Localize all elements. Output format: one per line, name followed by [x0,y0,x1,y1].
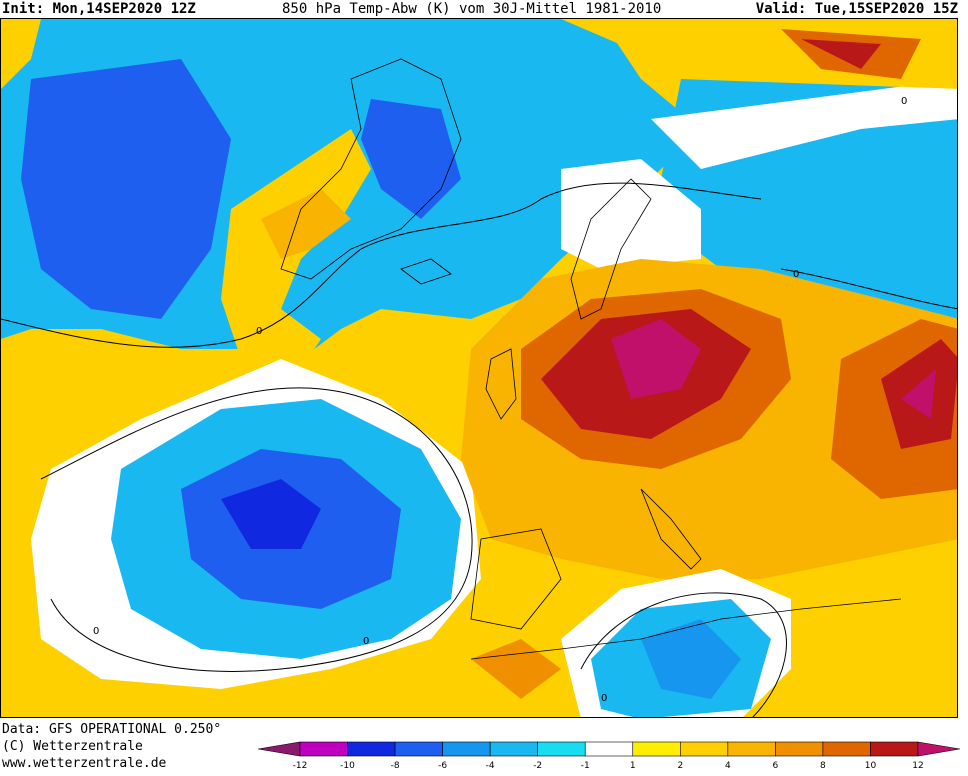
legend-bin [258,741,301,757]
map-title: 850 hPa Temp-Abw (K) vom 30J-Mittel 1981… [282,1,662,17]
legend-tick-label: 8 [820,761,826,771]
coastlines [280,58,902,660]
legend-tick-label: 2 [677,761,683,771]
iberia-coast [470,528,562,630]
legend-tick-label: 12 [912,761,923,771]
legend-tick-label: -2 [533,761,542,771]
africa-coast [470,598,902,660]
britain-coast [485,348,517,420]
atlantic-deep-cold-core [221,479,321,549]
legend-canvas: -12 -10 -8 -6 -4 -2 -1 1 2 4 6 8 10 12 [258,741,960,771]
greenland-coast [280,58,462,280]
zero-contour-atlantic [40,387,473,672]
legend-bin [727,741,776,757]
legend-bin [489,741,538,757]
legend-tick-label: -12 [293,761,308,771]
init-time-label: Init: Mon,14SEP2020 12Z [2,1,196,17]
legend-tick-label: -6 [438,761,447,771]
iceland-coast [400,258,452,285]
valid-time-label: Valid: Tue,15SEP2020 15Z [755,1,958,17]
legend-tick-label: 6 [773,761,779,771]
contour-label: 0 [793,269,799,280]
legend-bin [870,741,919,757]
italy-coast [640,488,702,570]
map-canvas: 0 0 0 0 0 0 [1,19,957,717]
legend-tick-label: -10 [340,761,355,771]
map-header: Init: Mon,14SEP2020 12Z 850 hPa Temp-Abw… [0,0,968,18]
website-label: www.wetterzentrale.de [2,756,167,771]
northeast-very-hot-spot [801,39,881,69]
labrador-hot-spot [261,189,351,259]
legend-tick-label: 1 [630,761,636,771]
temperature-anomaly-map: 0 0 0 0 0 0 [0,18,958,718]
copyright-label: (C) Wetterzentrale [2,739,143,754]
legend-tick-label: -1 [581,761,590,771]
contour-label: 0 [601,693,607,704]
legend-bin [632,741,681,757]
contour-label: 0 [901,96,907,107]
color-legend: -12 -10 -8 -6 -4 -2 -1 1 2 4 6 8 10 12 [258,740,960,776]
contour-label: 0 [93,626,99,637]
legend-bin [917,741,960,757]
legend-bin [537,741,586,757]
legend-tick-label: 10 [865,761,877,771]
zero-contour-mediterranean [580,592,787,717]
canada-cold-core [21,59,231,319]
zero-contour-east [780,268,957,310]
mediterranean-cold-core [641,619,741,699]
europe-extreme-core [611,319,701,399]
legend-tick-label: -4 [486,761,495,771]
legend-bin [394,741,443,757]
legend-tick-label: -8 [391,761,400,771]
legend-bin [299,741,348,757]
east-extreme-core [901,369,936,419]
map-footer: Data: GFS OPERATIONAL 0.250° (C) Wetterz… [0,720,968,776]
legend-bin [680,741,729,757]
zero-contours [1,182,957,717]
greenland-cold-core [361,99,461,219]
contour-labels: 0 0 0 0 0 0 [93,96,907,704]
legend-bin [442,741,491,757]
legend-tick-label: 4 [725,761,731,771]
siberia-white-band [651,79,957,169]
scandinavia-coast [570,178,652,320]
zero-contour-north [1,182,762,348]
legend-bin [822,741,871,757]
legend-bin [347,741,396,757]
north-africa-hot-patch [471,639,561,699]
data-source-label: Data: GFS OPERATIONAL 0.250° [2,722,222,737]
legend-bin [775,741,824,757]
contour-label: 0 [256,326,262,337]
legend-bin [584,741,634,757]
contour-label: 0 [363,636,369,647]
